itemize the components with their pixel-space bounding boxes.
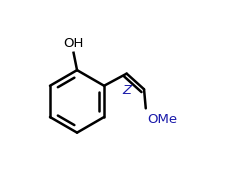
Text: OH: OH bbox=[63, 37, 84, 50]
Text: OMe: OMe bbox=[148, 113, 178, 126]
Text: Z: Z bbox=[122, 84, 131, 97]
